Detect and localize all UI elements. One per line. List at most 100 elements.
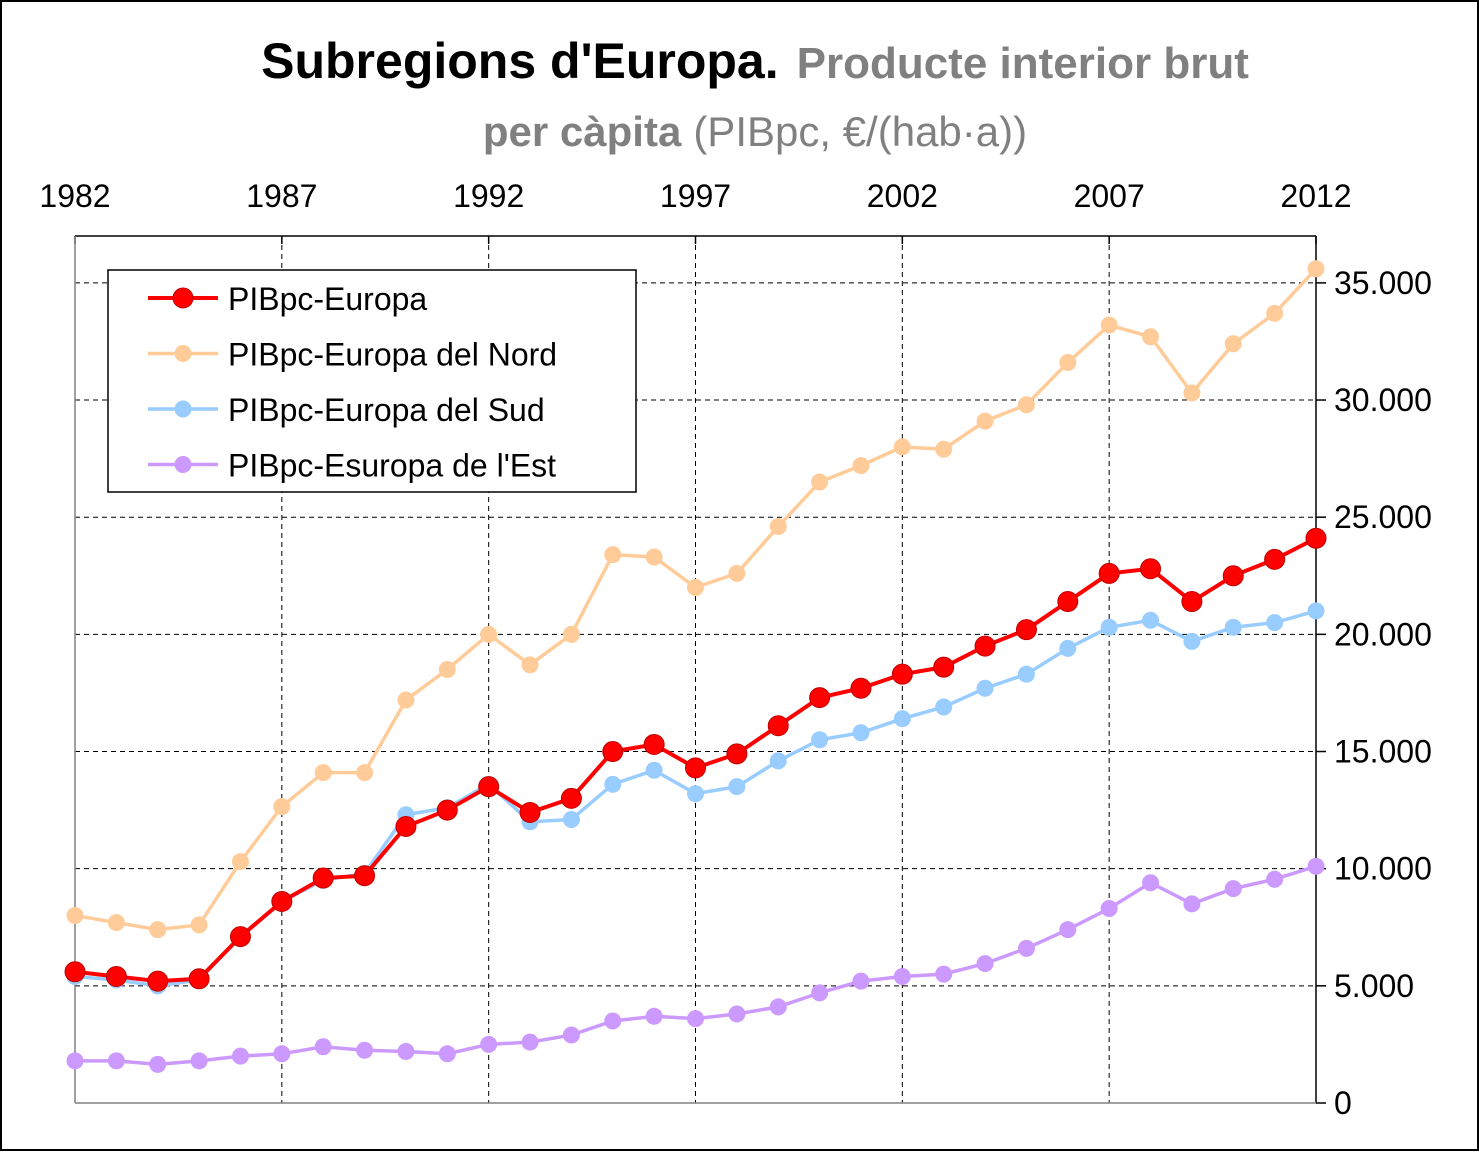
- legend-marker: [174, 456, 192, 473]
- data-point: [1224, 335, 1242, 353]
- data-point: [976, 412, 994, 430]
- subtitle: Producte interior brut: [797, 39, 1250, 88]
- data-point: [1222, 565, 1244, 587]
- data-point: [728, 1005, 746, 1023]
- data-point: [314, 764, 332, 782]
- data-point: [769, 518, 787, 536]
- title: Subregions d'Europa.: [261, 33, 778, 89]
- data-point: [1059, 921, 1077, 939]
- data-point: [1059, 354, 1077, 372]
- data-point: [314, 1038, 332, 1056]
- legend-label: PIBpc-Europa: [228, 281, 427, 317]
- data-point: [1307, 602, 1325, 620]
- data-point: [769, 998, 787, 1016]
- y-tick-label: 15.000: [1334, 734, 1432, 770]
- data-point: [852, 457, 870, 475]
- data-point: [188, 968, 210, 990]
- legend-label: PIBpc-Europa del Nord: [228, 337, 557, 373]
- data-point: [604, 546, 622, 564]
- data-point: [850, 677, 872, 699]
- data-point: [811, 731, 829, 749]
- data-point: [935, 965, 953, 983]
- chart-subtitle: per càpita (PIBpc, €/(hab·a)): [483, 108, 1027, 155]
- data-point: [149, 921, 167, 939]
- data-point: [478, 776, 500, 798]
- data-point: [190, 916, 208, 934]
- data-point: [1017, 939, 1035, 957]
- data-point: [66, 1052, 84, 1070]
- data-point: [271, 890, 293, 912]
- data-point: [519, 801, 541, 823]
- data-point: [811, 473, 829, 491]
- data-point: [933, 656, 955, 678]
- data-point: [726, 743, 748, 765]
- data-point: [562, 1026, 580, 1044]
- data-point: [728, 564, 746, 582]
- data-point: [685, 757, 706, 779]
- data-point: [1305, 527, 1327, 549]
- data-point: [147, 970, 169, 992]
- data-point: [852, 724, 870, 742]
- data-point: [480, 625, 498, 643]
- data-point: [107, 914, 125, 932]
- data-point: [190, 1052, 208, 1070]
- legend-label: PIBpc-Esuropa de l'Est: [228, 448, 556, 484]
- data-point: [1307, 260, 1325, 278]
- data-point: [769, 752, 787, 770]
- legend-marker: [174, 400, 192, 418]
- data-point: [562, 810, 580, 828]
- data-point: [687, 578, 704, 596]
- data-point: [1142, 874, 1160, 892]
- data-point: [1017, 665, 1035, 683]
- data-point: [1100, 618, 1118, 636]
- data-point: [356, 1041, 374, 1059]
- data-point: [66, 907, 84, 925]
- data-point: [687, 785, 704, 803]
- data-point: [312, 867, 334, 889]
- data-point: [687, 1010, 704, 1028]
- data-point: [893, 710, 911, 728]
- data-point: [231, 853, 249, 871]
- data-point: [1098, 562, 1120, 584]
- data-point: [1100, 316, 1118, 334]
- data-point: [1142, 328, 1160, 346]
- data-point: [560, 787, 582, 809]
- legend-label: PIBpc-Europa del Sud: [228, 392, 545, 428]
- data-point: [231, 1047, 249, 1065]
- data-point: [1100, 900, 1118, 918]
- data-point: [604, 775, 622, 793]
- data-point: [105, 965, 127, 987]
- y-tick-label: 10.000: [1334, 851, 1432, 887]
- data-point: [395, 815, 417, 837]
- data-point: [728, 778, 746, 796]
- data-point: [562, 625, 580, 643]
- data-point: [1059, 639, 1077, 657]
- data-point: [1266, 304, 1284, 322]
- y-tick-label: 35.000: [1334, 265, 1432, 301]
- data-point: [397, 691, 415, 709]
- data-point: [1057, 591, 1079, 613]
- data-point: [935, 698, 953, 716]
- data-point: [891, 663, 913, 685]
- data-point: [645, 548, 663, 566]
- x-tick-label: 1987: [246, 178, 317, 214]
- data-point: [976, 679, 994, 697]
- subtitle: per càpita: [483, 108, 682, 155]
- data-point: [893, 967, 911, 985]
- data-point: [1142, 611, 1160, 629]
- data-point: [1264, 548, 1286, 570]
- x-tick-label: 1992: [453, 178, 524, 214]
- data-point: [64, 961, 86, 983]
- data-point: [480, 1035, 498, 1053]
- data-point: [1266, 614, 1284, 632]
- data-point: [1017, 396, 1035, 414]
- x-tick-label: 1982: [39, 178, 110, 214]
- data-point: [1266, 870, 1284, 888]
- data-point: [811, 984, 829, 1002]
- data-point: [604, 1012, 622, 1030]
- x-tick-label: 1997: [660, 178, 731, 214]
- data-point: [354, 865, 376, 887]
- data-point: [893, 438, 911, 456]
